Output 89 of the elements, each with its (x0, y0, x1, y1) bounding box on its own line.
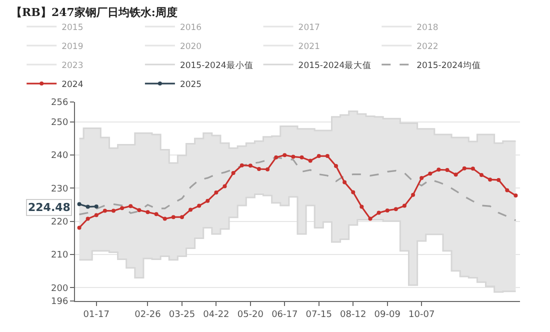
point (102, 208, 107, 213)
legend-label: 2015-2024最小值 (180, 60, 254, 71)
x-tick-label: 09-09 (374, 310, 401, 320)
point (385, 208, 390, 212)
legend-label: 2019 (62, 42, 84, 52)
y-tick-label: 230 (51, 184, 68, 194)
point (376, 210, 381, 215)
x-tick-label: 04-22 (203, 310, 230, 320)
point (394, 207, 398, 212)
point (411, 192, 416, 197)
point (146, 210, 150, 214)
legend-label: 2017 (298, 22, 320, 33)
legend-label: 2015-2024最大值 (298, 60, 372, 71)
point (342, 180, 347, 184)
point (248, 164, 252, 168)
y-tick-label: 250 (51, 118, 68, 128)
point (240, 163, 244, 168)
point (316, 154, 321, 158)
legend-label: 2016 (180, 22, 202, 33)
point (282, 153, 287, 158)
point (128, 204, 133, 208)
point (256, 167, 261, 171)
point (137, 208, 142, 212)
point (180, 215, 184, 220)
point (325, 154, 330, 158)
point (77, 202, 82, 206)
point (470, 166, 475, 171)
legend-label: 2020 (180, 42, 202, 52)
point (368, 216, 372, 221)
legend-label: 2024 (62, 80, 84, 90)
x-tick-label: 10-07 (408, 310, 435, 320)
point (77, 226, 82, 230)
point (402, 204, 406, 208)
point (120, 206, 124, 210)
x-tick-label: 05-20 (237, 310, 264, 320)
point (300, 155, 304, 160)
y-tick-label: 210 (51, 250, 68, 261)
point (420, 176, 424, 180)
point (351, 190, 356, 194)
legend-label: 2021 (298, 42, 320, 52)
point (197, 204, 202, 208)
point (496, 178, 501, 182)
point (222, 184, 227, 188)
point (162, 216, 167, 221)
point (454, 172, 458, 177)
y-tick-label: 200 (51, 284, 68, 294)
point (334, 164, 338, 168)
text: 224.48 (28, 201, 70, 214)
legend-label: 2023 (62, 60, 84, 71)
x-tick-label: 07-15 (306, 310, 332, 320)
point (291, 154, 296, 159)
point (266, 167, 270, 172)
point (274, 155, 278, 160)
point (308, 158, 312, 163)
point (462, 166, 466, 170)
legend-label: 2015 (62, 22, 84, 33)
point (428, 172, 432, 176)
x-tick-label: 06-17 (272, 310, 298, 320)
point (171, 215, 176, 220)
x-tick-label: 02-26 (134, 310, 162, 320)
legend-label: 2025 (180, 80, 202, 90)
y-tick-label: 220 (51, 218, 68, 228)
point (154, 212, 158, 216)
point (436, 168, 441, 172)
point (94, 213, 98, 218)
y-tick-label: 256 (51, 98, 68, 108)
point (86, 204, 90, 209)
y-tick-label: 240 (51, 151, 68, 162)
point (360, 204, 364, 209)
x-tick-label: 03-25 (168, 310, 196, 320)
point (505, 188, 510, 192)
legend-label: 2018 (416, 22, 438, 33)
legend-label: 2022 (416, 42, 438, 52)
point (479, 172, 484, 177)
x-tick-label: 08-12 (340, 310, 366, 320)
point (214, 190, 218, 195)
legend-label: 2015-2024均值 (416, 60, 481, 71)
point (206, 198, 210, 203)
point (188, 208, 193, 212)
point (514, 194, 518, 198)
x-tick-label: 01-17 (83, 310, 110, 320)
chart-title: 【RB】247家钢厂日均铁水:周度 (11, 6, 178, 19)
y-tick-label: 196 (51, 297, 68, 308)
point (112, 208, 116, 213)
point (86, 216, 90, 221)
point (231, 170, 236, 175)
point (94, 204, 98, 208)
point (445, 168, 450, 172)
point (488, 178, 492, 182)
